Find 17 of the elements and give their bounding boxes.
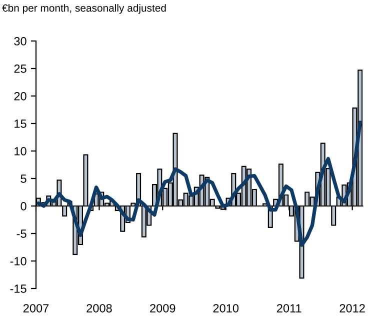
x-tick-label: 2009: [150, 304, 176, 312]
y-tick-label: 5: [20, 174, 26, 183]
x-tick-label: 2010: [213, 304, 239, 312]
y-tick-label: -15: [10, 284, 26, 293]
y-tick-label: -5: [16, 230, 26, 238]
y-tick-label: 0: [20, 202, 26, 210]
y-axis-title: €bn per month, seasonally adjusted: [2, 4, 166, 14]
y-tick-label: 10: [14, 147, 26, 156]
y-tick-label: -10: [10, 257, 26, 266]
x-tick-label: 2011: [276, 304, 302, 312]
y-tick-label: 30: [14, 37, 26, 46]
x-tick-label: 2008: [86, 304, 112, 312]
x-tick-label: 2007: [23, 304, 49, 312]
y-tick-label: 15: [14, 120, 26, 128]
y-tick-label: 20: [14, 92, 26, 100]
x-tick-label: 2012: [340, 304, 365, 312]
y-tick-label: 25: [14, 64, 26, 73]
